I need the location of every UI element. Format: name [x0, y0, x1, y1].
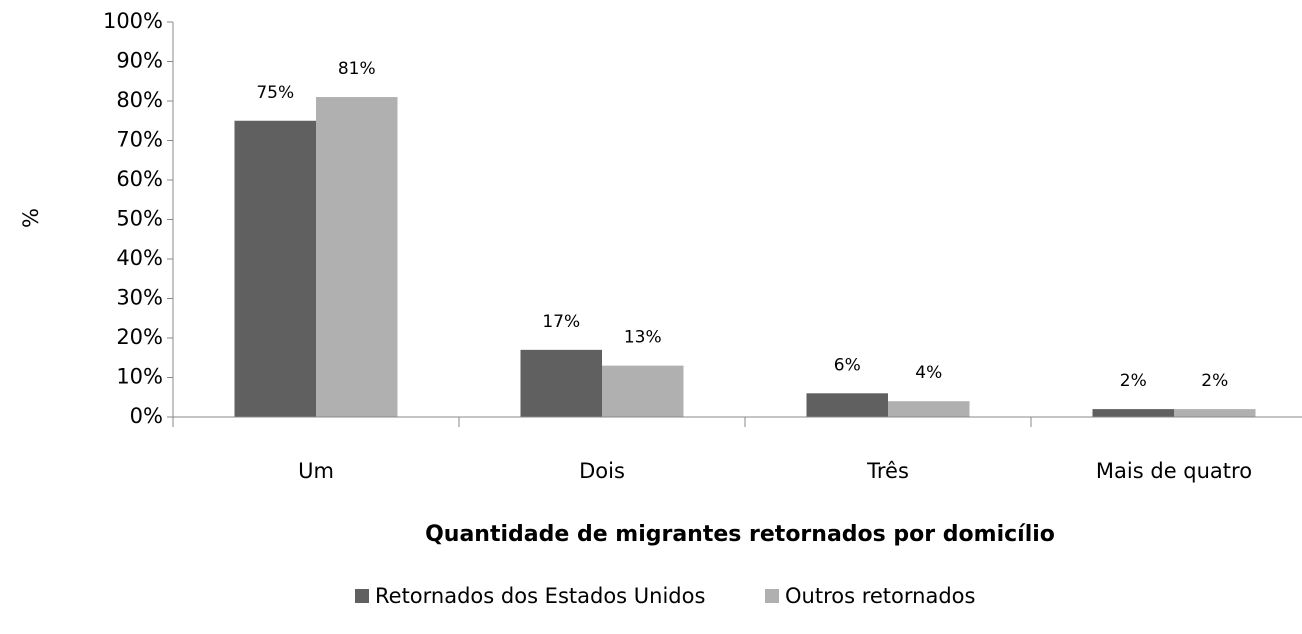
value-label: 2% — [1120, 371, 1147, 391]
y-tick-label: 100% — [103, 9, 163, 33]
y-tick-label: 10% — [116, 365, 163, 389]
y-tick-label: 60% — [116, 167, 163, 191]
legend-label: Outros retornados — [785, 584, 975, 608]
bar — [888, 401, 970, 417]
value-label: 81% — [338, 59, 376, 79]
y-tick-label: 90% — [116, 49, 163, 73]
bar — [520, 349, 602, 417]
y-axis-label: % — [19, 208, 43, 228]
bar — [602, 365, 684, 417]
bar — [234, 120, 316, 417]
bar — [1174, 409, 1256, 417]
y-tick-label: 0% — [130, 404, 163, 428]
y-tick-label: 20% — [116, 325, 163, 349]
legend-swatch — [355, 589, 369, 603]
value-label: 13% — [624, 328, 662, 348]
value-label: 4% — [915, 363, 942, 383]
value-label: 17% — [542, 312, 580, 332]
x-tick-label: Mais de quatro — [1096, 459, 1252, 483]
x-tick-label: Um — [298, 459, 334, 483]
bar — [316, 97, 398, 418]
x-tick-label: Três — [866, 459, 909, 483]
bar — [806, 393, 888, 417]
x-axis-label: Quantidade de migrantes retornados por d… — [425, 522, 1055, 547]
x-tick-label: Dois — [579, 459, 625, 483]
y-tick-label: 50% — [116, 207, 163, 231]
value-label: 2% — [1201, 371, 1228, 391]
legend-swatch — [765, 589, 779, 603]
y-tick-label: 70% — [116, 128, 163, 152]
y-tick-label: 30% — [116, 286, 163, 310]
y-tick-label: 40% — [116, 246, 163, 270]
legend-label: Retornados dos Estados Unidos — [375, 584, 705, 608]
y-tick-label: 80% — [116, 88, 163, 112]
bar — [1092, 409, 1174, 417]
value-label: 6% — [834, 355, 861, 375]
value-label: 75% — [256, 83, 294, 103]
